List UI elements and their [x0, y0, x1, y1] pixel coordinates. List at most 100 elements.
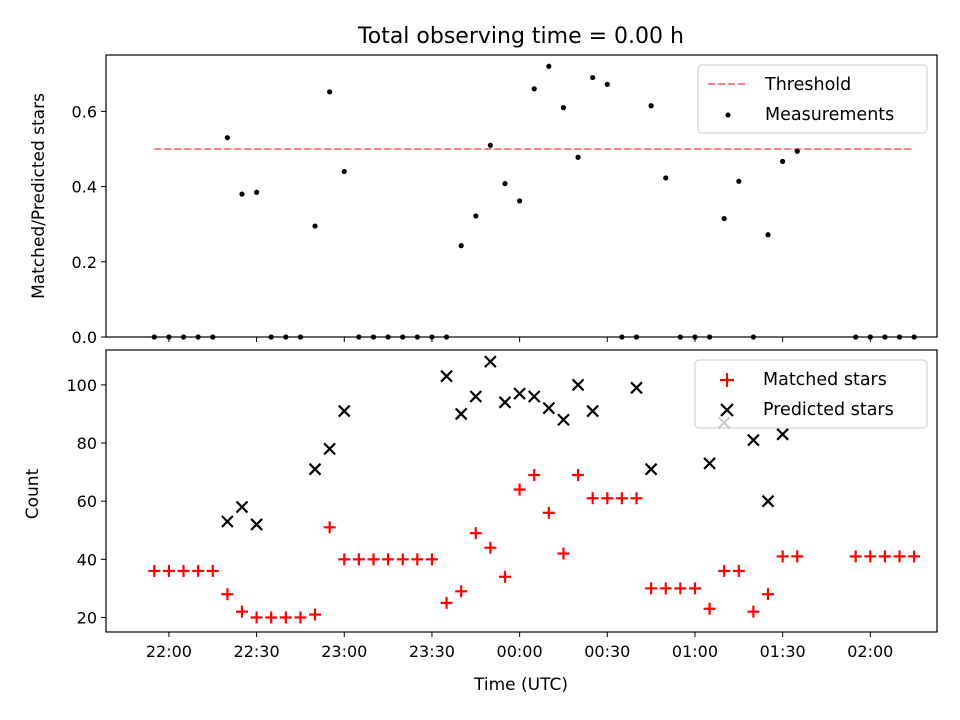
predicted-legend-label: Predicted stars: [763, 400, 894, 420]
ratio-x-ticks: [168, 337, 871, 342]
matched-star-point: [279, 611, 292, 624]
measurement-point: [253, 189, 260, 195]
matched-star-point: [499, 570, 511, 583]
predicted-star-point: [527, 390, 541, 403]
matched-star-point: [425, 553, 438, 566]
predicted-star-point: [440, 369, 453, 383]
matched-star-point: [703, 602, 716, 615]
matched-star-point: [601, 492, 614, 505]
y-tick-label: 0.6: [72, 102, 97, 121]
matched-star-point: [864, 550, 877, 563]
matched-star-point: [572, 469, 585, 482]
count-legend: Matched stars Predicted stars: [694, 359, 928, 429]
measurement-point: [604, 81, 610, 87]
matched-star-point: [732, 564, 745, 577]
predicted-star-point: [323, 442, 336, 456]
predicted-star-point: [571, 378, 585, 392]
ratio-legend: Threshold Measurements: [697, 64, 928, 134]
ratio-legend-box: [697, 64, 928, 134]
measurement-point: [327, 89, 333, 95]
x-tick-label: 23:00: [321, 642, 367, 661]
count-legend-box: [694, 359, 928, 429]
matched-star-point: [469, 527, 482, 540]
matched-star-point: [162, 564, 175, 577]
matched-star-point: [528, 469, 541, 482]
matched-star-point: [776, 550, 789, 563]
matched-star-point: [893, 550, 906, 563]
measurement-point: [312, 223, 318, 229]
matched-star-point: [645, 582, 658, 595]
measurement-point: [736, 178, 742, 184]
x-tick-label: 23:30: [409, 642, 455, 661]
x-tick-label: 01:30: [760, 642, 806, 661]
measurement-point: [663, 175, 669, 181]
threshold-legend-label: Threshold: [764, 75, 851, 95]
matched-star-point: [455, 585, 468, 598]
count-plot-frame: [105, 349, 938, 633]
matched-star-point: [586, 492, 599, 505]
predicted-star-point: [542, 401, 556, 415]
measurement-point: [458, 243, 464, 249]
predicted-star-point: [308, 462, 322, 476]
y-tick-label: 60: [77, 492, 97, 511]
matched-star-point: [148, 564, 161, 577]
x-tick-label: 02:00: [847, 642, 893, 661]
matched-star-point: [411, 553, 424, 566]
y-tick-label: 80: [77, 434, 97, 453]
matched-star-point: [878, 550, 891, 563]
matched-legend-swatch: [720, 373, 734, 387]
matched-star-point: [484, 541, 497, 554]
matched-star-point: [718, 564, 731, 577]
ratio-plot-frame: [105, 54, 938, 338]
matched-star-point: [747, 605, 760, 618]
y-tick-label: 0.2: [72, 253, 97, 272]
matched-star-point: [513, 483, 526, 496]
matched-star-point: [630, 492, 643, 505]
ratio-y-axis-label: Matched/Predicted stars: [29, 93, 49, 299]
predicted-star-point: [337, 404, 351, 418]
count-x-ticks: 22:00 22:30 23:00 23:30 00:00 00:30 01:00 01:30…: [146, 632, 893, 661]
measurement-point: [502, 180, 508, 187]
x-tick-label: 00:30: [584, 642, 630, 661]
measurement-point: [546, 63, 552, 69]
measurement-point: [794, 148, 800, 154]
predicted-star-point: [469, 390, 483, 403]
measurement-point: [341, 168, 347, 175]
predicted-star-point: [513, 387, 526, 400]
y-tick-label: 100: [66, 376, 97, 395]
matched-star-point: [221, 588, 234, 601]
predicted-star-point: [761, 494, 775, 508]
measurement-point: [517, 198, 523, 204]
measurement-point: [473, 213, 479, 219]
matched-star-point: [250, 611, 263, 624]
predicted-star-point: [630, 381, 643, 395]
y-tick-label: 20: [77, 608, 97, 627]
matched-star-point: [674, 582, 687, 595]
ratio-panel: 0.0 0.2 0.4 0.6 Matched/Predicted stars Thr…: [29, 54, 938, 347]
count-points: [148, 355, 921, 624]
measurement-point: [575, 154, 581, 160]
matched-star-point: [294, 611, 307, 624]
measurement-point: [239, 191, 245, 197]
matched-star-point: [382, 553, 395, 566]
predicted-star-point: [557, 413, 570, 427]
y-tick-label: 40: [77, 550, 97, 569]
matched-star-point: [791, 550, 804, 563]
predicted-star-point: [250, 518, 263, 531]
predicted-legend-swatch: [720, 403, 734, 417]
matched-legend-label: Matched stars: [763, 370, 887, 390]
predicted-star-point: [498, 396, 512, 409]
matched-star-point: [323, 521, 336, 534]
matched-star-point: [352, 553, 365, 566]
matched-star-point: [396, 553, 409, 566]
y-tick-label: 0.0: [72, 328, 97, 347]
count-panel: 20 40 60 80 100 22:00 22:30 23:00 23:30 00:00 00:…: [23, 349, 938, 695]
matched-star-point: [177, 564, 190, 577]
matched-star-point: [849, 550, 862, 563]
count-y-axis-label: Count: [23, 468, 43, 519]
matched-star-point: [615, 492, 628, 505]
predicted-star-point: [221, 515, 234, 528]
ratio-y-ticks: 0.0 0.2 0.4 0.6: [72, 102, 106, 347]
measurement-point: [531, 86, 537, 92]
